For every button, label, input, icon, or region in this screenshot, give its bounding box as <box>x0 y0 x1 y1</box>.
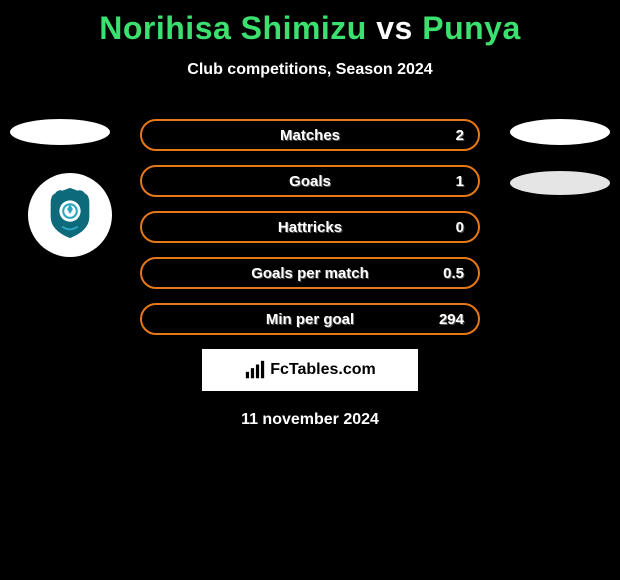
stat-value: 294 <box>439 311 464 328</box>
stat-value: 1 <box>456 173 464 190</box>
stat-label: Matches <box>280 127 340 144</box>
brand-text: FcTables.com <box>270 361 376 379</box>
stat-label: Goals per match <box>251 265 369 282</box>
comparison-title: Norihisa Shimizu vs Punya <box>0 0 620 47</box>
title-vs: vs <box>367 10 422 46</box>
stat-row: Goals 1 <box>140 165 480 197</box>
stat-value: 0 <box>456 219 464 236</box>
stat-value: 2 <box>456 127 464 144</box>
stat-row: Min per goal 294 <box>140 303 480 335</box>
player-right-silhouette-2 <box>510 171 610 195</box>
stat-row: Hattricks 0 <box>140 211 480 243</box>
player-left-silhouette <box>10 119 110 145</box>
stat-row: Goals per match 0.5 <box>140 257 480 289</box>
subtitle-text: Club competitions, Season 2024 <box>0 61 620 79</box>
title-right-player: Punya <box>422 10 521 46</box>
stat-label: Goals <box>289 173 331 190</box>
brand-box: FcTables.com <box>202 349 418 391</box>
player-right-silhouette <box>510 119 610 145</box>
stat-value: 0.5 <box>443 265 464 282</box>
stat-row: Matches 2 <box>140 119 480 151</box>
date-text: 11 november 2024 <box>0 411 620 429</box>
club-badge <box>28 173 112 257</box>
stats-list: Matches 2 Goals 1 Hattricks 0 Goals per … <box>140 119 480 335</box>
bar-chart-icon <box>244 359 266 381</box>
title-left-player: Norihisa Shimizu <box>99 10 367 46</box>
stat-label: Min per goal <box>266 311 354 328</box>
stat-label: Hattricks <box>278 219 342 236</box>
club-crest-icon <box>41 184 99 247</box>
content-area: Matches 2 Goals 1 Hattricks 0 Goals per … <box>0 119 620 429</box>
